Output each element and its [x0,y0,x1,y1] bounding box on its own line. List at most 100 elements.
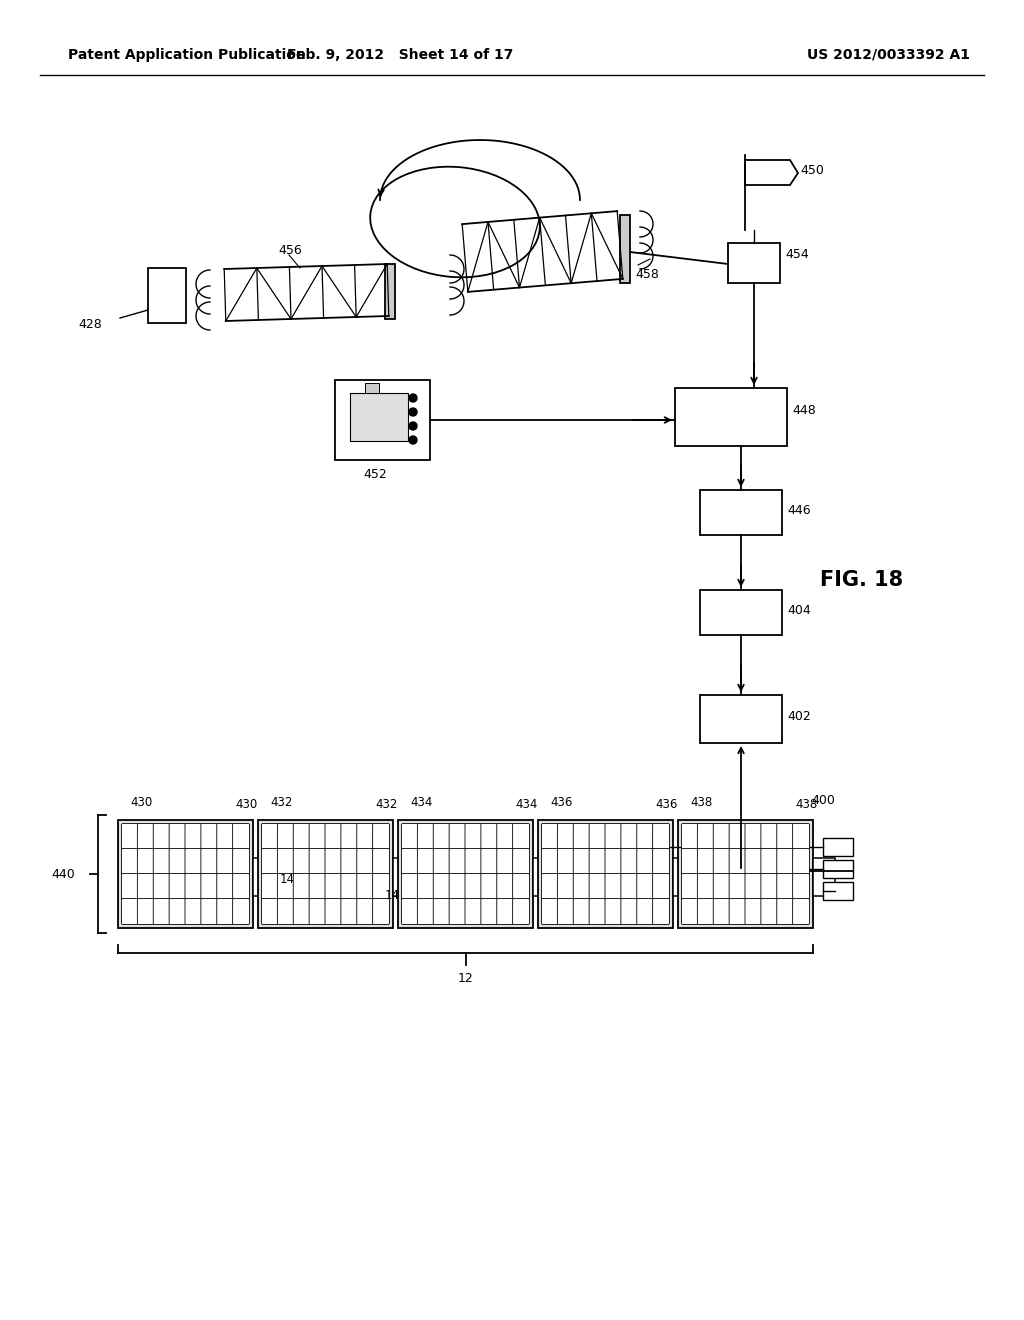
FancyBboxPatch shape [697,899,715,924]
FancyBboxPatch shape [185,849,202,874]
Bar [700,490,782,535]
FancyBboxPatch shape [418,849,434,874]
Bar [534,858,555,895]
FancyBboxPatch shape [793,899,810,924]
FancyBboxPatch shape [573,899,590,924]
FancyBboxPatch shape [465,874,482,899]
FancyBboxPatch shape [682,849,698,874]
FancyBboxPatch shape [589,899,606,924]
Text: 440: 440 [51,867,75,880]
FancyBboxPatch shape [793,824,810,850]
Bar [258,820,393,928]
FancyBboxPatch shape [122,849,138,874]
Text: 428: 428 [78,318,101,331]
FancyBboxPatch shape [557,874,574,899]
Bar [148,268,186,323]
FancyBboxPatch shape [652,874,670,899]
FancyBboxPatch shape [154,874,170,899]
Text: Feb. 9, 2012   Sheet 14 of 17: Feb. 9, 2012 Sheet 14 of 17 [287,48,513,62]
Text: Patent Application Publication: Patent Application Publication [68,48,306,62]
FancyBboxPatch shape [542,849,558,874]
FancyBboxPatch shape [154,824,170,850]
FancyBboxPatch shape [513,899,529,924]
FancyBboxPatch shape [169,899,186,924]
FancyBboxPatch shape [232,874,250,899]
FancyBboxPatch shape [261,899,279,924]
FancyBboxPatch shape [557,849,574,874]
FancyBboxPatch shape [154,849,170,874]
FancyBboxPatch shape [729,849,746,874]
Text: 448: 448 [792,404,816,417]
FancyBboxPatch shape [309,874,326,899]
FancyBboxPatch shape [589,824,606,850]
Text: 404: 404 [787,603,811,616]
Text: 402: 402 [787,710,811,723]
Bar [385,264,395,319]
FancyBboxPatch shape [401,874,419,899]
FancyBboxPatch shape [356,849,374,874]
Bar [823,861,853,878]
FancyBboxPatch shape [433,849,451,874]
FancyBboxPatch shape [373,824,389,850]
FancyBboxPatch shape [729,874,746,899]
Bar [823,838,853,855]
FancyBboxPatch shape [154,899,170,924]
Text: 446: 446 [787,503,811,516]
FancyBboxPatch shape [401,824,419,850]
FancyBboxPatch shape [605,824,622,850]
Text: 456: 456 [278,243,302,256]
FancyBboxPatch shape [433,899,451,924]
FancyBboxPatch shape [621,899,638,924]
FancyBboxPatch shape [729,824,746,850]
FancyBboxPatch shape [261,824,279,850]
FancyBboxPatch shape [637,874,653,899]
FancyBboxPatch shape [341,849,357,874]
FancyBboxPatch shape [373,849,389,874]
FancyBboxPatch shape [137,874,155,899]
FancyBboxPatch shape [637,849,653,874]
FancyBboxPatch shape [497,899,514,924]
FancyBboxPatch shape [278,849,294,874]
FancyBboxPatch shape [325,849,342,874]
FancyBboxPatch shape [217,874,233,899]
Bar [673,858,695,895]
FancyBboxPatch shape [557,824,574,850]
Bar [823,882,853,900]
Bar [728,243,780,282]
FancyBboxPatch shape [481,849,498,874]
FancyBboxPatch shape [356,874,374,899]
FancyBboxPatch shape [513,824,529,850]
Text: 12: 12 [458,973,473,986]
FancyBboxPatch shape [309,849,326,874]
FancyBboxPatch shape [542,824,558,850]
FancyBboxPatch shape [201,874,218,899]
Text: 452: 452 [364,467,387,480]
FancyBboxPatch shape [122,824,138,850]
FancyBboxPatch shape [201,824,218,850]
Text: 432: 432 [270,796,293,808]
FancyBboxPatch shape [185,874,202,899]
Text: 14: 14 [385,890,400,902]
FancyBboxPatch shape [169,849,186,874]
FancyBboxPatch shape [513,849,529,874]
Text: FIG. 18: FIG. 18 [820,570,903,590]
Bar [700,696,782,743]
FancyBboxPatch shape [309,824,326,850]
FancyBboxPatch shape [637,899,653,924]
FancyBboxPatch shape [637,824,653,850]
Bar [253,858,275,895]
FancyBboxPatch shape [497,874,514,899]
FancyBboxPatch shape [573,874,590,899]
Bar [700,590,782,635]
FancyBboxPatch shape [201,899,218,924]
FancyBboxPatch shape [278,874,294,899]
FancyBboxPatch shape [573,824,590,850]
FancyBboxPatch shape [714,899,730,924]
FancyBboxPatch shape [497,824,514,850]
FancyBboxPatch shape [450,874,466,899]
FancyBboxPatch shape [777,849,794,874]
FancyBboxPatch shape [481,899,498,924]
FancyBboxPatch shape [513,874,529,899]
FancyBboxPatch shape [605,899,622,924]
Bar [620,215,630,282]
